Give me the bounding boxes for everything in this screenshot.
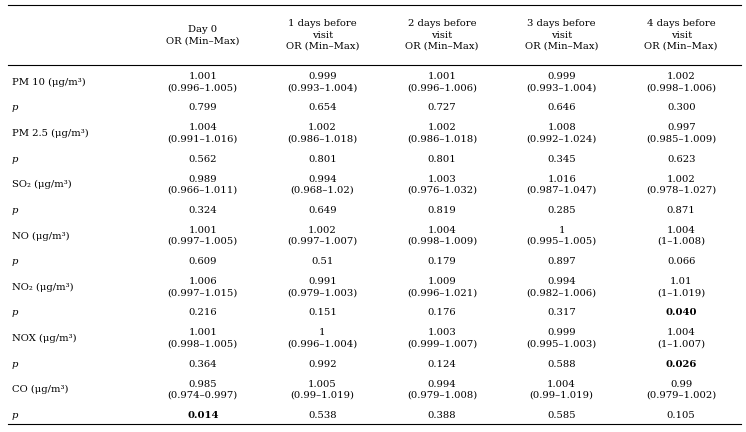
Text: 0.388: 0.388 [427,411,457,420]
Text: NO (μg/m³): NO (μg/m³) [12,232,69,241]
Text: 0.040: 0.040 [665,308,697,318]
Text: 0.176: 0.176 [427,308,457,318]
Text: p: p [12,155,19,164]
Text: 1.005
(0.99–1.019): 1.005 (0.99–1.019) [290,380,354,400]
Text: 0.801: 0.801 [427,155,457,164]
Text: 0.151: 0.151 [308,308,337,318]
Text: 0.997
(0.985–1.009): 0.997 (0.985–1.009) [646,123,716,143]
Text: 1.004
(0.99–1.019): 1.004 (0.99–1.019) [530,380,594,400]
Text: 0.646: 0.646 [548,103,576,112]
Text: 4 days before
visit
OR (Min–Max): 4 days before visit OR (Min–Max) [645,19,718,51]
Text: 0.999
(0.995–1.003): 0.999 (0.995–1.003) [527,328,597,349]
Text: 1.004
(0.991–1.016): 1.004 (0.991–1.016) [168,123,238,143]
Text: 1.004
(1–1.007): 1.004 (1–1.007) [657,328,705,349]
Text: 0.317: 0.317 [548,308,576,318]
Text: p: p [12,206,19,215]
Text: 0.51: 0.51 [311,257,333,266]
Text: 0.649: 0.649 [308,206,336,215]
Text: 0.066: 0.066 [667,257,695,266]
Text: 1.002
(0.986–1.018): 1.002 (0.986–1.018) [407,123,477,143]
Text: NO₂ (μg/m³): NO₂ (μg/m³) [12,283,74,292]
Text: 0.897: 0.897 [548,257,576,266]
Text: 0.992: 0.992 [308,360,336,368]
Text: 0.364: 0.364 [189,360,217,368]
Text: 0.300: 0.300 [667,103,695,112]
Text: 0.989
(0.966–1.011): 0.989 (0.966–1.011) [168,175,238,195]
Text: 1.001
(0.998–1.005): 1.001 (0.998–1.005) [168,328,238,349]
Text: 0.105: 0.105 [667,411,695,420]
Text: p: p [12,411,19,420]
Text: 1.001
(0.996–1.005): 1.001 (0.996–1.005) [168,72,238,92]
Text: NOX (μg/m³): NOX (μg/m³) [12,334,77,343]
Text: p: p [12,257,19,266]
Text: 1.001
(0.997–1.005): 1.001 (0.997–1.005) [168,226,238,246]
Text: 1.006
(0.997–1.015): 1.006 (0.997–1.015) [168,277,238,297]
Text: 0.538: 0.538 [308,411,336,420]
Text: 0.026: 0.026 [665,360,697,368]
Text: 2 days before
visit
OR (Min–Max): 2 days before visit OR (Min–Max) [405,19,479,51]
Text: 0.999
(0.993–1.004): 0.999 (0.993–1.004) [527,72,597,92]
Text: 0.179: 0.179 [427,257,457,266]
Text: 1.009
(0.996–1.021): 1.009 (0.996–1.021) [407,277,477,297]
Text: CO (μg/m³): CO (μg/m³) [12,385,69,394]
Text: 1.004
(0.998–1.009): 1.004 (0.998–1.009) [407,226,477,246]
Text: 0.562: 0.562 [189,155,217,164]
Text: 0.99
(0.979–1.002): 0.99 (0.979–1.002) [646,380,716,400]
Text: 0.999
(0.993–1.004): 0.999 (0.993–1.004) [287,72,357,92]
Text: 0.609: 0.609 [189,257,217,266]
Text: 0.623: 0.623 [667,155,695,164]
Text: p: p [12,360,19,368]
Text: 0.124: 0.124 [427,360,457,368]
Text: SO₂ (μg/m³): SO₂ (μg/m³) [12,180,72,189]
Text: 0.871: 0.871 [667,206,695,215]
Text: 0.285: 0.285 [548,206,576,215]
Text: 0.324: 0.324 [189,206,217,215]
Text: 1.002
(0.997–1.007): 1.002 (0.997–1.007) [287,226,357,246]
Text: 0.994
(0.982–1.006): 0.994 (0.982–1.006) [527,277,597,297]
Text: 0.801: 0.801 [308,155,336,164]
Text: 1.008
(0.992–1.024): 1.008 (0.992–1.024) [527,123,597,143]
Text: 0.654: 0.654 [308,103,336,112]
Text: 1 days before
visit
OR (Min–Max): 1 days before visit OR (Min–Max) [286,19,359,51]
Text: 0.991
(0.979–1.003): 0.991 (0.979–1.003) [287,277,357,297]
Text: 0.994
(0.979–1.008): 0.994 (0.979–1.008) [407,380,477,400]
Text: 0.819: 0.819 [427,206,457,215]
Text: 0.588: 0.588 [548,360,576,368]
Text: 0.216: 0.216 [189,308,217,318]
Text: 0.585: 0.585 [548,411,576,420]
Text: 1.002
(0.998–1.006): 1.002 (0.998–1.006) [646,72,716,92]
Text: 1.003
(0.976–1.032): 1.003 (0.976–1.032) [407,175,477,195]
Text: 3 days before
visit
OR (Min–Max): 3 days before visit OR (Min–Max) [525,19,598,51]
Text: 1
(0.996–1.004): 1 (0.996–1.004) [287,328,357,349]
Text: 1.001
(0.996–1.006): 1.001 (0.996–1.006) [407,72,477,92]
Text: 0.345: 0.345 [548,155,576,164]
Text: 0.799: 0.799 [189,103,217,112]
Text: Day 0
OR (Min–Max): Day 0 OR (Min–Max) [166,25,239,45]
Text: 1
(0.995–1.005): 1 (0.995–1.005) [527,226,597,246]
Text: 1.004
(1–1.008): 1.004 (1–1.008) [657,226,705,246]
Text: p: p [12,103,19,112]
Text: 1.003
(0.999–1.007): 1.003 (0.999–1.007) [407,328,477,349]
Text: PM 10 (μg/m³): PM 10 (μg/m³) [12,77,86,87]
Text: p: p [12,308,19,318]
Text: PM 2.5 (μg/m³): PM 2.5 (μg/m³) [12,129,89,138]
Text: 0.985
(0.974–0.997): 0.985 (0.974–0.997) [168,380,238,400]
Text: 0.014: 0.014 [187,411,219,420]
Text: 1.01
(1–1.019): 1.01 (1–1.019) [657,277,705,297]
Text: 1.002
(0.978–1.027): 1.002 (0.978–1.027) [646,175,716,195]
Text: 1.002
(0.986–1.018): 1.002 (0.986–1.018) [287,123,357,143]
Text: 0.727: 0.727 [427,103,457,112]
Text: 1.016
(0.987–1.047): 1.016 (0.987–1.047) [527,175,597,195]
Text: 0.994
(0.968–1.02): 0.994 (0.968–1.02) [290,175,354,195]
